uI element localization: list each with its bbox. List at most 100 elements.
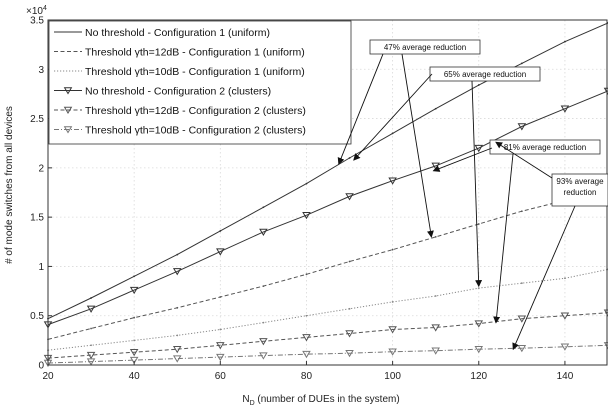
- series-line: [47, 344, 608, 364]
- data-point: [172, 346, 182, 354]
- x-tick-label: 80: [301, 371, 313, 382]
- data-point: [517, 345, 527, 353]
- annotation-box: [429, 66, 541, 82]
- data-point: [216, 353, 225, 362]
- data-point: [560, 343, 570, 351]
- data-point: [477, 223, 480, 225]
- data-point: [133, 339, 136, 342]
- data-point: [305, 314, 308, 317]
- data-point: [520, 62, 523, 65]
- legend-marker: [63, 126, 73, 134]
- data-point: [259, 338, 268, 346]
- data-point: [129, 348, 139, 357]
- y-tick-label: 2.5: [30, 114, 44, 125]
- annotation: 81% average reduction: [432, 139, 601, 324]
- annotations: 47% average reduction 65% average reducti…: [337, 39, 608, 351]
- legend-label: Threshold γth=12dB - Configuration 1 (un…: [85, 47, 305, 59]
- legend-item: Threshold γth=10dB - Configuration 1 (un…: [54, 66, 305, 78]
- y-axis-multiplier: ×104: [26, 5, 47, 17]
- annotation-box: [369, 39, 481, 55]
- data-point: [434, 235, 437, 238]
- annotation-arrow: [471, 80, 483, 288]
- annotation-arrow: [401, 53, 434, 238]
- series-line: [47, 312, 608, 359]
- data-point: [90, 297, 92, 299]
- data-point: [90, 327, 92, 330]
- legend-marker: [63, 106, 73, 115]
- data-point: [348, 260, 351, 263]
- data-point: [259, 228, 268, 236]
- data-point: [345, 193, 354, 201]
- data-point: [129, 356, 139, 365]
- legend-label: Threshold γth=10dB - Configuration 2 (cl…: [85, 125, 306, 137]
- data-point: [133, 275, 136, 278]
- data-point: [176, 306, 179, 309]
- series-line: [47, 188, 608, 340]
- annotation-arrow: [493, 153, 514, 324]
- legend: No threshold - Configuration 1 (uniform)…: [48, 20, 352, 145]
- legend-item: Threshold γth=12dB - Configuration 2 (cl…: [54, 105, 306, 117]
- data-point: [219, 230, 222, 232]
- y-tick-label: 1.5: [30, 213, 44, 224]
- series-line: [47, 90, 608, 326]
- series-6: [43, 342, 608, 368]
- series-layer: [43, 22, 608, 368]
- legend-box: [48, 20, 352, 145]
- x-axis-label: ND (number of DUEs in the system): [242, 394, 399, 407]
- data-point: [517, 123, 527, 131]
- data-point: [262, 285, 265, 288]
- x-tick-label: 40: [129, 371, 141, 382]
- data-point: [603, 342, 608, 350]
- data-point: [520, 282, 523, 285]
- annotation-label: 93% average: [556, 177, 604, 186]
- data-point: [305, 273, 308, 276]
- annotation: 47% average reduction: [337, 39, 481, 238]
- annotation-arrow: [512, 205, 576, 351]
- x-tick-label: 100: [384, 371, 401, 382]
- data-point: [388, 326, 397, 334]
- data-point: [431, 347, 440, 355]
- data-point: [172, 268, 182, 276]
- data-point: [474, 320, 484, 328]
- data-point: [477, 287, 480, 290]
- annotation-arrow: [353, 73, 433, 161]
- data-point: [517, 315, 527, 323]
- data-point: [133, 316, 136, 319]
- annotation: 65% average reduction: [353, 66, 541, 288]
- data-point: [90, 344, 92, 347]
- data-point: [348, 157, 351, 159]
- data-point: [259, 352, 268, 360]
- annotation-arrow: [432, 147, 493, 172]
- data-point: [172, 355, 182, 363]
- data-point: [345, 330, 354, 338]
- data-point: [129, 286, 139, 295]
- x-tick-label: 60: [215, 371, 227, 382]
- data-point: [520, 210, 523, 213]
- legend-label: No threshold - Configuration 1 (uniform): [85, 27, 270, 39]
- y-axis-label: # of mode switches from all devices: [4, 106, 15, 264]
- annotation-box: [489, 139, 601, 155]
- data-point: [388, 177, 397, 185]
- y-tick-label: 0: [38, 361, 44, 372]
- data-point: [302, 350, 311, 359]
- data-point: [262, 206, 265, 209]
- data-point: [564, 40, 566, 43]
- data-point: [560, 312, 570, 320]
- legend-label: No threshold - Configuration 2 (clusters…: [85, 86, 271, 98]
- data-point: [216, 342, 225, 350]
- y-tick-label: 2: [38, 163, 44, 174]
- x-tick-label: 120: [470, 371, 487, 382]
- annotation: 93% average reduction: [495, 141, 608, 351]
- data-point: [391, 301, 394, 303]
- data-point: [477, 84, 480, 86]
- series-3: [47, 268, 608, 352]
- data-point: [391, 248, 394, 251]
- data-point: [474, 346, 484, 354]
- legend-label: Threshold γth=12dB - Configuration 2 (cl…: [85, 105, 306, 117]
- data-point: [176, 253, 179, 256]
- annotation-label: 47% average reduction: [384, 43, 466, 52]
- annotation-label: 65% average reduction: [444, 70, 526, 79]
- annotation-box: [551, 173, 608, 207]
- y-tick-label: 3: [38, 65, 44, 76]
- y-tick-label: 0.5: [30, 311, 44, 322]
